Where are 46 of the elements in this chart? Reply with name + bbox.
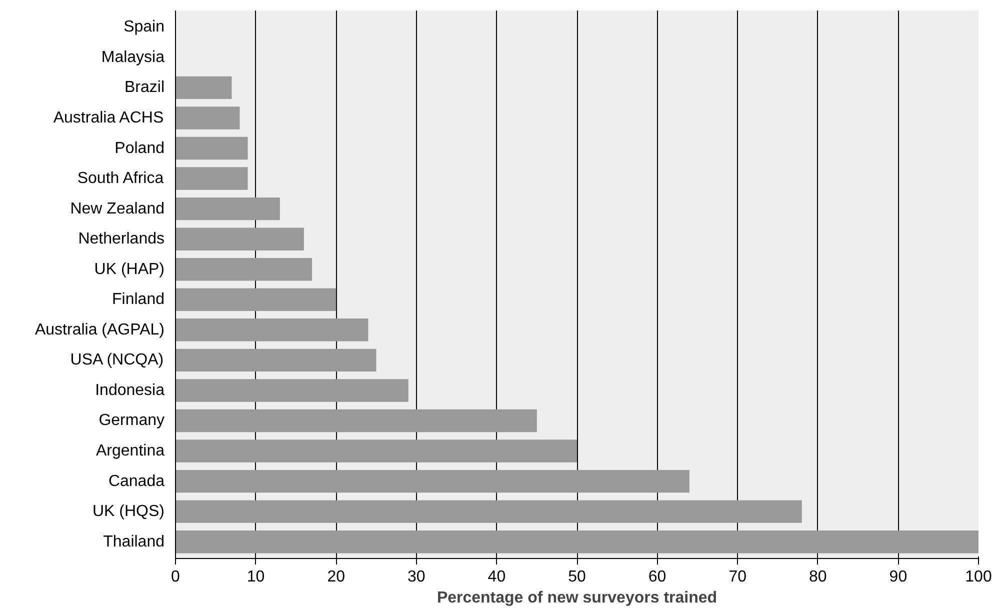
- bar: [176, 318, 368, 342]
- x-tick-label: 10: [246, 568, 265, 586]
- bar: [176, 76, 232, 100]
- x-tick-label: 0: [171, 568, 180, 586]
- bar: [176, 288, 336, 311]
- x-tick-label: 40: [488, 568, 506, 586]
- y-tick-label: New Zealand: [70, 200, 165, 218]
- x-tick-label: 60: [648, 568, 666, 586]
- y-tick-label: Australia (AGPAL): [34, 321, 165, 338]
- y-tick-label: Thailand: [103, 533, 164, 550]
- bar: [176, 167, 248, 190]
- y-tick-label: Indonesia: [95, 382, 165, 399]
- y-tick-label: Australia ACHS: [53, 109, 164, 126]
- bar: [176, 136, 248, 160]
- y-tick-label: UK (HAP): [94, 260, 165, 278]
- x-tick-label: 70: [728, 568, 747, 586]
- bar: [176, 409, 537, 432]
- y-tick-label: Netherlands: [78, 230, 165, 248]
- bar: [176, 500, 802, 523]
- x-tick-label: 90: [889, 568, 908, 586]
- bar: [176, 440, 577, 462]
- y-tick-label: Finland: [112, 291, 165, 308]
- x-tick-label: 50: [568, 568, 586, 586]
- bar: [176, 348, 376, 372]
- y-tick-label: UK (HQS): [92, 503, 164, 520]
- x-tick-label: 30: [408, 568, 426, 586]
- y-tick-label: Argentina: [96, 442, 165, 460]
- bar: [176, 379, 408, 402]
- bar: [176, 197, 280, 220]
- bar: [176, 228, 304, 250]
- y-tick-label: Germany: [98, 412, 164, 430]
- y-tick-label: Brazil: [124, 79, 165, 96]
- y-tick-label: Poland: [114, 140, 165, 157]
- y-tick-label: Spain: [124, 18, 164, 36]
- x-tick-label: 80: [809, 568, 827, 586]
- y-tick-label: Malaysia: [101, 48, 165, 66]
- x-tick-label: 100: [965, 568, 992, 586]
- y-tick-label: South Africa: [77, 170, 164, 188]
- y-tick-label: USA (NCQA): [70, 352, 164, 369]
- y-tick-label: Canada: [108, 472, 165, 490]
- bar: [176, 106, 240, 130]
- bar: [176, 530, 978, 554]
- bar: [176, 258, 312, 281]
- x-tick-label: 20: [327, 568, 346, 586]
- x-axis-title: Percentage of new surveyors trained: [436, 590, 718, 606]
- bar: [176, 470, 690, 493]
